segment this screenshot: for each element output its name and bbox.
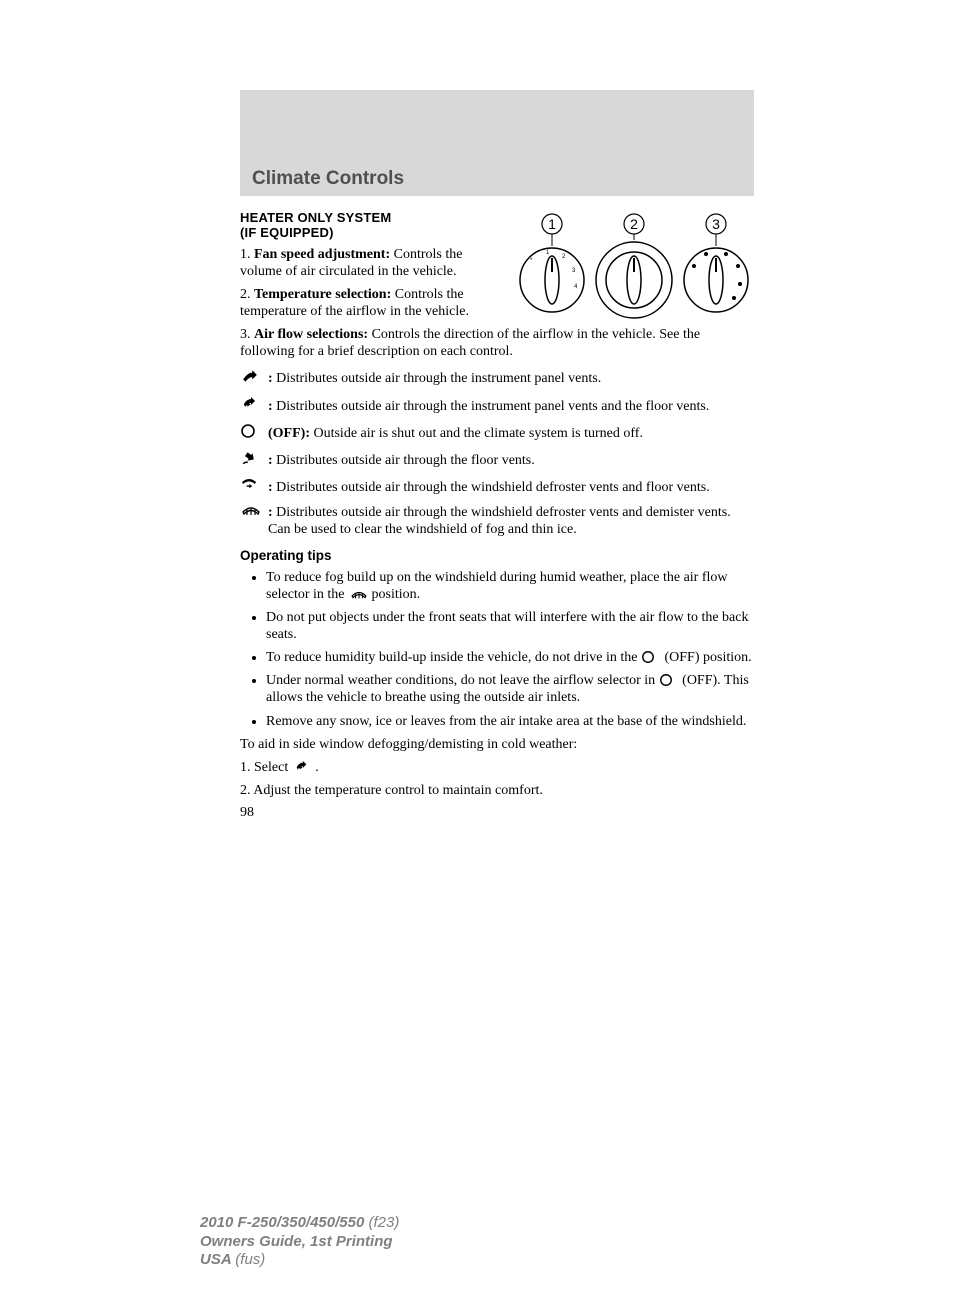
airflow-floor: : Distributes outside air through the fl… [240,448,754,469]
dial-label-2: 2 [630,216,638,232]
tip-5: Remove any snow, ice or leaves from the … [266,713,754,730]
panel-vent-icon [240,368,262,384]
tip-1: To reduce fog build up on the windshield… [266,569,754,603]
item-3: 3. Air flow selections: Controls the dir… [240,326,754,360]
section-title: Climate Controls [252,168,742,190]
airflow-panel-floor: : Distributes outside air through the in… [240,394,754,415]
airflow-defrost-floor: : Distributes outside air through the wi… [240,475,754,496]
airflow-panel: : Distributes outside air through the in… [240,366,754,387]
page-number: 98 [240,805,754,821]
airflow-off: (OFF): Outside air is shut out and the c… [240,421,754,442]
intro-text-column: HEATER ONLY SYSTEM (IF EQUIPPED) 1. Fan … [240,210,498,326]
item-2: 2. Temperature selection: Controls the t… [240,286,498,320]
tip-4: Under normal weather conditions, do not … [266,672,754,706]
footer: 2010 F-250/350/450/550 (f23) Owners Guid… [200,1214,399,1270]
panel-floor-icon [292,760,312,774]
item-1: 1. Fan speed adjustment: Controls the vo… [240,246,498,280]
section-header: Climate Controls [240,160,754,196]
dial-label-1: 1 [548,216,556,232]
panel-floor-icon [240,396,262,412]
dials-svg: 1 2 3 * 1 2 3 4 [514,210,754,320]
defrost-floor-icon [240,477,262,493]
off-icon [641,650,661,664]
subheading: HEATER ONLY SYSTEM (IF EQUIPPED) [240,210,498,240]
defog-step-2: 2. Adjust the temperature control to mai… [240,782,754,799]
defrost-icon [348,589,368,603]
tip-2: Do not put objects under the front seats… [266,609,754,643]
floor-icon [240,450,262,466]
tips-list: To reduce fog build up on the windshield… [240,569,754,730]
defog-intro: To aid in side window defogging/demistin… [240,736,754,753]
airflow-defrost: : Distributes outside air through the wi… [240,502,754,538]
dial-label-3: 3 [712,216,720,232]
defrost-icon [240,504,262,520]
off-icon [659,673,679,687]
dials-figure: 1 2 3 * 1 2 3 4 [514,210,754,325]
tip-3: To reduce humidity build-up inside the v… [266,649,754,666]
manual-page: Climate Controls HEATER ONLY SYSTEM (IF … [0,0,954,1300]
defog-step-1: 1. Select . [240,759,754,776]
tips-heading: Operating tips [240,548,754,563]
off-icon [240,423,262,439]
intro-block: HEATER ONLY SYSTEM (IF EQUIPPED) 1. Fan … [240,210,754,326]
